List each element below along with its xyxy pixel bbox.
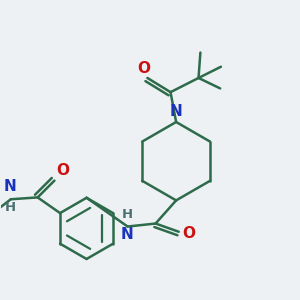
Text: N: N: [4, 179, 16, 194]
Text: H: H: [121, 208, 132, 221]
Text: O: O: [137, 61, 150, 76]
Text: O: O: [57, 163, 70, 178]
Text: O: O: [182, 226, 196, 241]
Text: N: N: [170, 104, 182, 119]
Text: H: H: [4, 201, 16, 214]
Text: N: N: [121, 227, 133, 242]
